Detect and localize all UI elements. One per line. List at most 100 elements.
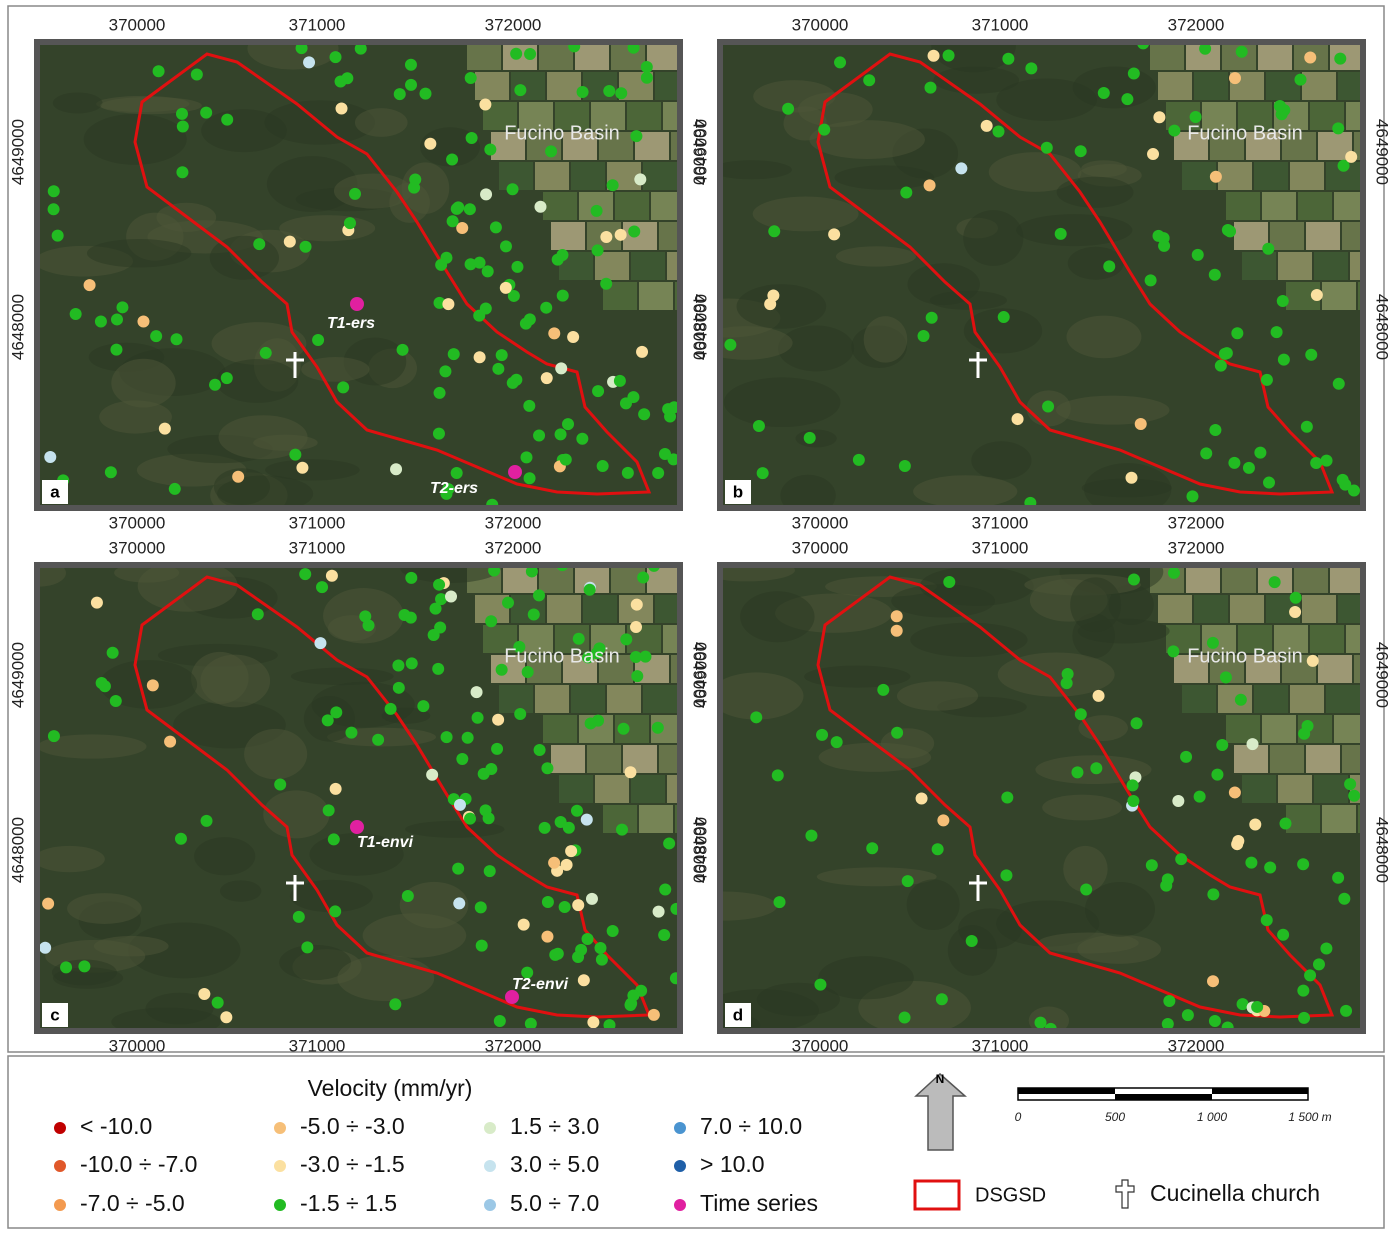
measurement-point [1261, 914, 1273, 926]
measurement-point [524, 48, 536, 60]
measurement-point [389, 998, 401, 1010]
field [1254, 685, 1288, 713]
measurement-point [525, 1018, 537, 1030]
field [1338, 595, 1372, 623]
measurement-point [507, 377, 519, 389]
measurement-point [782, 103, 794, 115]
measurement-point [405, 572, 417, 584]
field [1338, 72, 1372, 100]
field [587, 745, 621, 773]
field [1262, 192, 1296, 220]
measurement-point [433, 428, 445, 440]
measurement-point [176, 166, 188, 178]
field [1314, 775, 1348, 803]
measurement-point [393, 682, 405, 694]
measurement-point [221, 372, 233, 384]
measurement-point [1334, 53, 1346, 65]
measurement-point [1321, 455, 1333, 467]
measurement-point [514, 708, 526, 720]
measurement-point [924, 179, 936, 191]
measurement-point [541, 762, 553, 774]
x-coordinate-label: 371000 [972, 513, 1029, 532]
measurement-point [84, 279, 96, 291]
measurement-point [614, 375, 626, 387]
terrain-patch [971, 441, 1031, 479]
measurement-point [221, 114, 233, 126]
field [539, 42, 573, 70]
measurement-point [597, 460, 609, 472]
measurement-point [1128, 68, 1140, 80]
measurement-point [1304, 969, 1316, 981]
measurement-point [479, 98, 491, 110]
measurement-point [630, 621, 642, 633]
terrain-patch [1042, 795, 1122, 821]
field [583, 595, 617, 623]
legend-swatch [674, 1160, 686, 1172]
x-coordinate-label: 371000 [972, 15, 1029, 34]
measurement-point [1090, 762, 1102, 774]
terrain-patch [201, 109, 287, 152]
measurement-point [877, 684, 889, 696]
map-body: Fucino Basin [676, 20, 1392, 516]
measurement-point [372, 734, 384, 746]
measurement-point [1333, 378, 1345, 390]
x-coordinate-label: 372000 [1168, 538, 1225, 557]
measurement-point [175, 833, 187, 845]
measurement-point [816, 729, 828, 741]
measurement-point [1012, 413, 1024, 425]
measurement-point [631, 670, 643, 682]
field [623, 222, 657, 250]
measurement-point [586, 893, 598, 905]
y-coordinate-label: 4648000 [691, 817, 710, 883]
field [1182, 685, 1216, 713]
terrain-patch [907, 879, 960, 930]
terrain-patch [1056, 396, 1170, 425]
measurement-point [1209, 1015, 1221, 1027]
measurement-point [397, 344, 409, 356]
measurement-point [1243, 462, 1255, 474]
measurement-point [70, 308, 82, 320]
measurement-point [1274, 100, 1286, 112]
measurement-point [405, 79, 417, 91]
terrain-patch [740, 591, 814, 642]
legend-label: 7.0 ÷ 10.0 [700, 1113, 802, 1139]
measurement-point [774, 896, 786, 908]
measurement-point [541, 931, 553, 943]
field [1342, 745, 1376, 773]
measurement-point [1162, 873, 1174, 885]
measurement-point [863, 74, 875, 86]
measurement-point [1207, 975, 1219, 987]
measurement-point [831, 736, 843, 748]
measurement-point [445, 590, 457, 602]
x-coordinate-label: 370000 [109, 1036, 166, 1055]
x-coordinate-label: 372000 [485, 15, 542, 34]
measurement-point [641, 72, 653, 84]
legend-label: Time series [700, 1190, 818, 1216]
measurement-point [998, 311, 1010, 323]
measurement-point [510, 48, 522, 60]
field [1330, 565, 1364, 593]
field [1318, 655, 1352, 683]
measurement-point [584, 584, 596, 596]
measurement-point [891, 727, 903, 739]
terrain-patch [753, 197, 859, 232]
field [1378, 222, 1392, 250]
measurement-point [1055, 228, 1067, 240]
measurement-point [764, 298, 776, 310]
x-coordinate-label: 372000 [485, 538, 542, 557]
measurement-point [1000, 869, 1012, 881]
measurement-point [652, 467, 664, 479]
measurement-point [943, 50, 955, 62]
annotation: T2-envi [512, 976, 569, 993]
field [595, 775, 629, 803]
measurement-point [471, 686, 483, 698]
measurement-point [1245, 857, 1257, 869]
measurement-point [1192, 249, 1204, 261]
terrain-patch [1085, 882, 1155, 937]
measurement-point [483, 812, 495, 824]
terrain-patch [670, 891, 777, 920]
measurement-point [1289, 606, 1301, 618]
legend-swatch [484, 1160, 496, 1172]
measurement-point [600, 231, 612, 243]
measurement-point [1294, 74, 1306, 86]
